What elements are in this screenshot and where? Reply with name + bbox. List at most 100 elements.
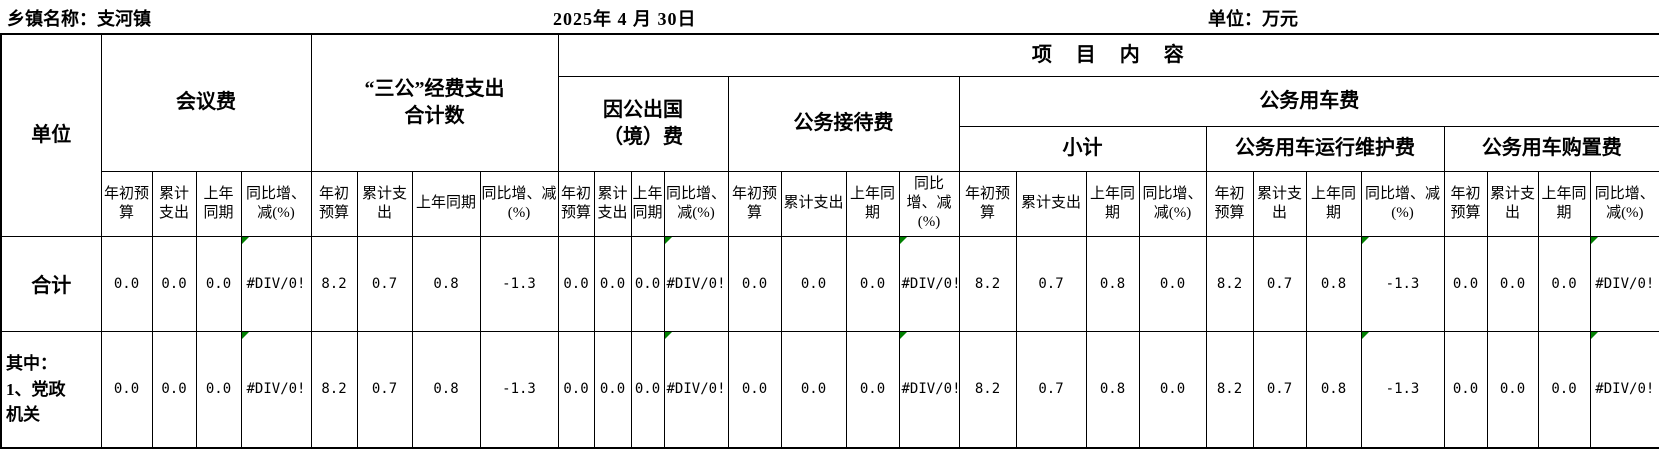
data-cell[interactable]: #DIV/0! (240, 235, 312, 332)
header-reception-fee[interactable]: 公务接待费 (727, 75, 960, 172)
header-vehicle-purchase[interactable]: 公务用车购置费 (1443, 125, 1659, 172)
data-cell[interactable]: 0.0 (780, 330, 847, 449)
data-cell[interactable]: #DIV/0! (663, 330, 729, 449)
data-cell[interactable]: 0.0 (630, 330, 665, 449)
data-cell[interactable]: 0.0 (1138, 235, 1207, 332)
data-cell[interactable]: 8.2 (310, 330, 358, 449)
subheader-yoy[interactable]: 同比增、减(%) (1589, 170, 1659, 237)
data-cell[interactable]: 0.0 (780, 235, 847, 332)
subheader-budget[interactable]: 年初预算 (1205, 170, 1254, 237)
header-three-public-total[interactable]: “三公”经费支出 合计数 (310, 33, 559, 172)
subheader-budget[interactable]: 年初预算 (557, 170, 595, 237)
data-cell[interactable]: 0.0 (151, 235, 197, 332)
data-cell[interactable]: 0.8 (1305, 330, 1362, 449)
subheader-last-year[interactable]: 上年同期 (1305, 170, 1362, 237)
subheader-budget[interactable]: 年初预算 (100, 170, 153, 237)
subheader-yoy[interactable]: 同比增、减(%) (663, 170, 729, 237)
data-cell[interactable]: #DIV/0! (240, 330, 312, 449)
data-cell[interactable]: #DIV/0! (898, 235, 960, 332)
data-cell[interactable]: 8.2 (958, 330, 1017, 449)
row-label-total[interactable]: 合计 (0, 235, 102, 332)
subheader-cumulative[interactable]: 累计支出 (1252, 170, 1307, 237)
data-cell[interactable]: 0.0 (845, 235, 900, 332)
subheader-cumulative[interactable]: 累计支出 (151, 170, 197, 237)
subheader-cumulative[interactable]: 累计支出 (1486, 170, 1539, 237)
data-cell[interactable]: #DIV/0! (1589, 235, 1659, 332)
data-cell[interactable]: 0.0 (1537, 330, 1591, 449)
subheader-last-year[interactable]: 上年同期 (1537, 170, 1591, 237)
data-cell[interactable]: 0.0 (727, 235, 782, 332)
subheader-cumulative[interactable]: 累计支出 (356, 170, 413, 237)
data-cell[interactable]: -1.3 (1360, 330, 1445, 449)
error-indicator-icon (242, 237, 249, 244)
header-abroad-fee[interactable]: 因公出国 （境）费 (557, 75, 729, 172)
data-cell[interactable]: #DIV/0! (663, 235, 729, 332)
header-project-content[interactable]: 项 目 内 容 (557, 33, 1659, 77)
subheader-cumulative[interactable]: 累计支出 (593, 170, 632, 237)
data-cell[interactable]: 8.2 (310, 235, 358, 332)
data-cell[interactable]: 0.0 (593, 235, 632, 332)
header-unit[interactable]: 单位 (0, 33, 102, 237)
data-cell[interactable]: 0.0 (1486, 235, 1539, 332)
data-cell[interactable]: #DIV/0! (1589, 330, 1659, 449)
data-cell[interactable]: 0.8 (1305, 235, 1362, 332)
data-cell[interactable]: 0.0 (100, 330, 153, 449)
data-cell[interactable]: 0.7 (1252, 235, 1307, 332)
data-cell[interactable]: -1.3 (1360, 235, 1445, 332)
data-cell[interactable]: 0.8 (1085, 330, 1140, 449)
data-cell[interactable]: 0.0 (1443, 235, 1488, 332)
data-cell[interactable]: 0.0 (845, 330, 900, 449)
report-date-label: 2025年 4 月 30日 (553, 9, 697, 29)
data-cell[interactable]: 0.0 (557, 235, 595, 332)
data-cell[interactable]: 0.0 (593, 330, 632, 449)
subheader-cumulative[interactable]: 累计支出 (780, 170, 847, 237)
header-vehicle-fee[interactable]: 公务用车费 (958, 75, 1659, 127)
data-cell[interactable]: 0.7 (356, 330, 413, 449)
data-cell[interactable]: 8.2 (958, 235, 1017, 332)
subheader-budget[interactable]: 年初预算 (958, 170, 1017, 237)
subheader-last-year[interactable]: 上年同期 (845, 170, 900, 237)
data-cell[interactable]: 0.7 (356, 235, 413, 332)
data-cell[interactable]: 0.0 (1138, 330, 1207, 449)
row-label-party-org[interactable]: 其中： 1、党政 机关 (0, 330, 102, 449)
subheader-last-year[interactable]: 上年同期 (1085, 170, 1140, 237)
data-cell[interactable]: 0.0 (195, 330, 242, 449)
data-cell[interactable]: -1.3 (479, 330, 559, 449)
subheader-budget[interactable]: 年初预算 (1443, 170, 1488, 237)
subheader-last-year[interactable]: 上年同期 (630, 170, 665, 237)
header-vehicle-maintenance[interactable]: 公务用车运行维护费 (1205, 125, 1445, 172)
data-cell[interactable]: 8.2 (1205, 330, 1254, 449)
error-indicator-icon (900, 237, 907, 244)
data-cell[interactable]: 0.7 (1015, 235, 1087, 332)
data-cell[interactable]: 8.2 (1205, 235, 1254, 332)
data-cell[interactable]: 0.0 (1486, 330, 1539, 449)
header-meeting-fee[interactable]: 会议费 (100, 33, 312, 172)
header-vehicle-subtotal[interactable]: 小计 (958, 125, 1207, 172)
data-cell[interactable]: 0.0 (1537, 235, 1591, 332)
data-cell[interactable]: 0.7 (1015, 330, 1087, 449)
data-cell[interactable]: 0.0 (630, 235, 665, 332)
data-cell[interactable]: -1.3 (479, 235, 559, 332)
subheader-yoy[interactable]: 同比增、减(%) (1138, 170, 1207, 237)
data-cell[interactable]: 0.0 (1443, 330, 1488, 449)
data-cell[interactable]: 0.7 (1252, 330, 1307, 449)
data-cell[interactable]: 0.0 (100, 235, 153, 332)
subheader-yoy[interactable]: 同比增、减(%) (479, 170, 559, 237)
data-cell[interactable]: 0.0 (727, 330, 782, 449)
subheader-cumulative[interactable]: 累计支出 (1015, 170, 1087, 237)
error-indicator-icon (1362, 332, 1369, 339)
subheader-budget[interactable]: 年初预算 (310, 170, 358, 237)
subheader-yoy[interactable]: 同比增、减(%) (240, 170, 312, 237)
subheader-last-year[interactable]: 上年同期 (411, 170, 481, 237)
subheader-last-year[interactable]: 上年同期 (195, 170, 242, 237)
data-cell[interactable]: 0.0 (195, 235, 242, 332)
data-cell[interactable]: 0.0 (151, 330, 197, 449)
data-cell[interactable]: 0.8 (1085, 235, 1140, 332)
subheader-budget[interactable]: 年初预算 (727, 170, 782, 237)
data-cell[interactable]: 0.8 (411, 330, 481, 449)
subheader-yoy[interactable]: 同比增、减(%) (898, 170, 960, 237)
data-cell[interactable]: #DIV/0! (898, 330, 960, 449)
data-cell[interactable]: 0.0 (557, 330, 595, 449)
subheader-yoy[interactable]: 同比增、减(%) (1360, 170, 1445, 237)
data-cell[interactable]: 0.8 (411, 235, 481, 332)
